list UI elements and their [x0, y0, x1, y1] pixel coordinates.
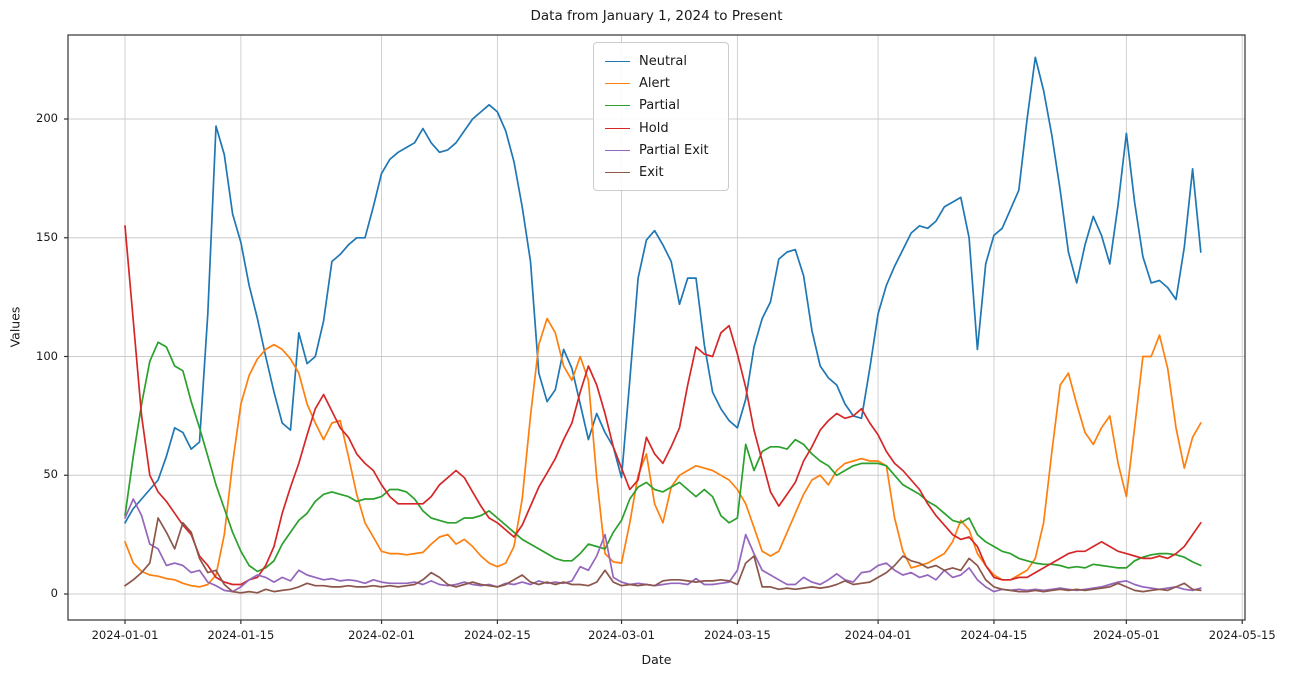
- x-tick-label: 2024-01-01: [91, 628, 159, 642]
- x-axis-label: Date: [641, 652, 672, 667]
- legend-item: Partial: [594, 95, 728, 117]
- legend-item: Alert: [594, 72, 728, 94]
- chart-title: Data from January 1, 2024 to Present: [530, 8, 783, 24]
- x-tick-label: 2024-02-15: [463, 628, 531, 642]
- legend-item: Neutral: [594, 50, 728, 72]
- legend-swatch-icon: [605, 105, 630, 107]
- x-tick-label: 2024-02-01: [348, 628, 415, 642]
- x-tick-label: 2024-03-01: [588, 628, 655, 642]
- legend-item: Hold: [594, 117, 728, 139]
- legend-label: Neutral: [639, 53, 687, 69]
- x-tick-label: 2024-01-15: [207, 628, 275, 642]
- legend-swatch-icon: [605, 172, 630, 174]
- series-line-partial-exit: [124, 498, 1202, 593]
- y-tick-label: 150: [36, 229, 58, 244]
- legend-item: Exit: [594, 161, 728, 183]
- legend: Neutral Alert Partial Hold Partial Exit Exit: [593, 42, 729, 191]
- legend-label: Hold: [639, 120, 669, 136]
- y-axis-label: Values: [7, 306, 23, 348]
- legend-item: Partial Exit: [594, 139, 728, 161]
- x-tick-label: 2024-05-15: [1208, 628, 1276, 642]
- legend-swatch-icon: [605, 82, 630, 84]
- series-line-alert: [124, 317, 1202, 588]
- x-tick-label: 2024-03-15: [703, 628, 771, 642]
- y-tick-label: 0: [50, 586, 58, 600]
- x-tick-label: 2024-05-01: [1092, 628, 1160, 642]
- x-tick-label: 2024-04-15: [960, 628, 1028, 642]
- legend-label: Partial: [639, 98, 680, 114]
- series-line-exit: [124, 517, 1202, 594]
- legend-swatch-icon: [605, 127, 630, 129]
- legend-swatch-icon: [605, 60, 630, 62]
- series-line-hold: [124, 225, 1202, 586]
- y-tick-label: 100: [36, 348, 58, 363]
- legend-label: Exit: [639, 165, 664, 181]
- series-line-partial: [124, 341, 1202, 573]
- x-tick-label: 2024-04-01: [844, 628, 912, 642]
- legend-label: Partial Exit: [639, 142, 709, 158]
- plot-border: [67, 34, 1246, 621]
- y-tick-label: 50: [43, 467, 58, 482]
- legend-swatch-icon: [605, 149, 630, 151]
- series-line-neutral: [124, 56, 1202, 524]
- legend-label: Alert: [639, 75, 670, 91]
- y-tick-label: 200: [36, 111, 58, 125]
